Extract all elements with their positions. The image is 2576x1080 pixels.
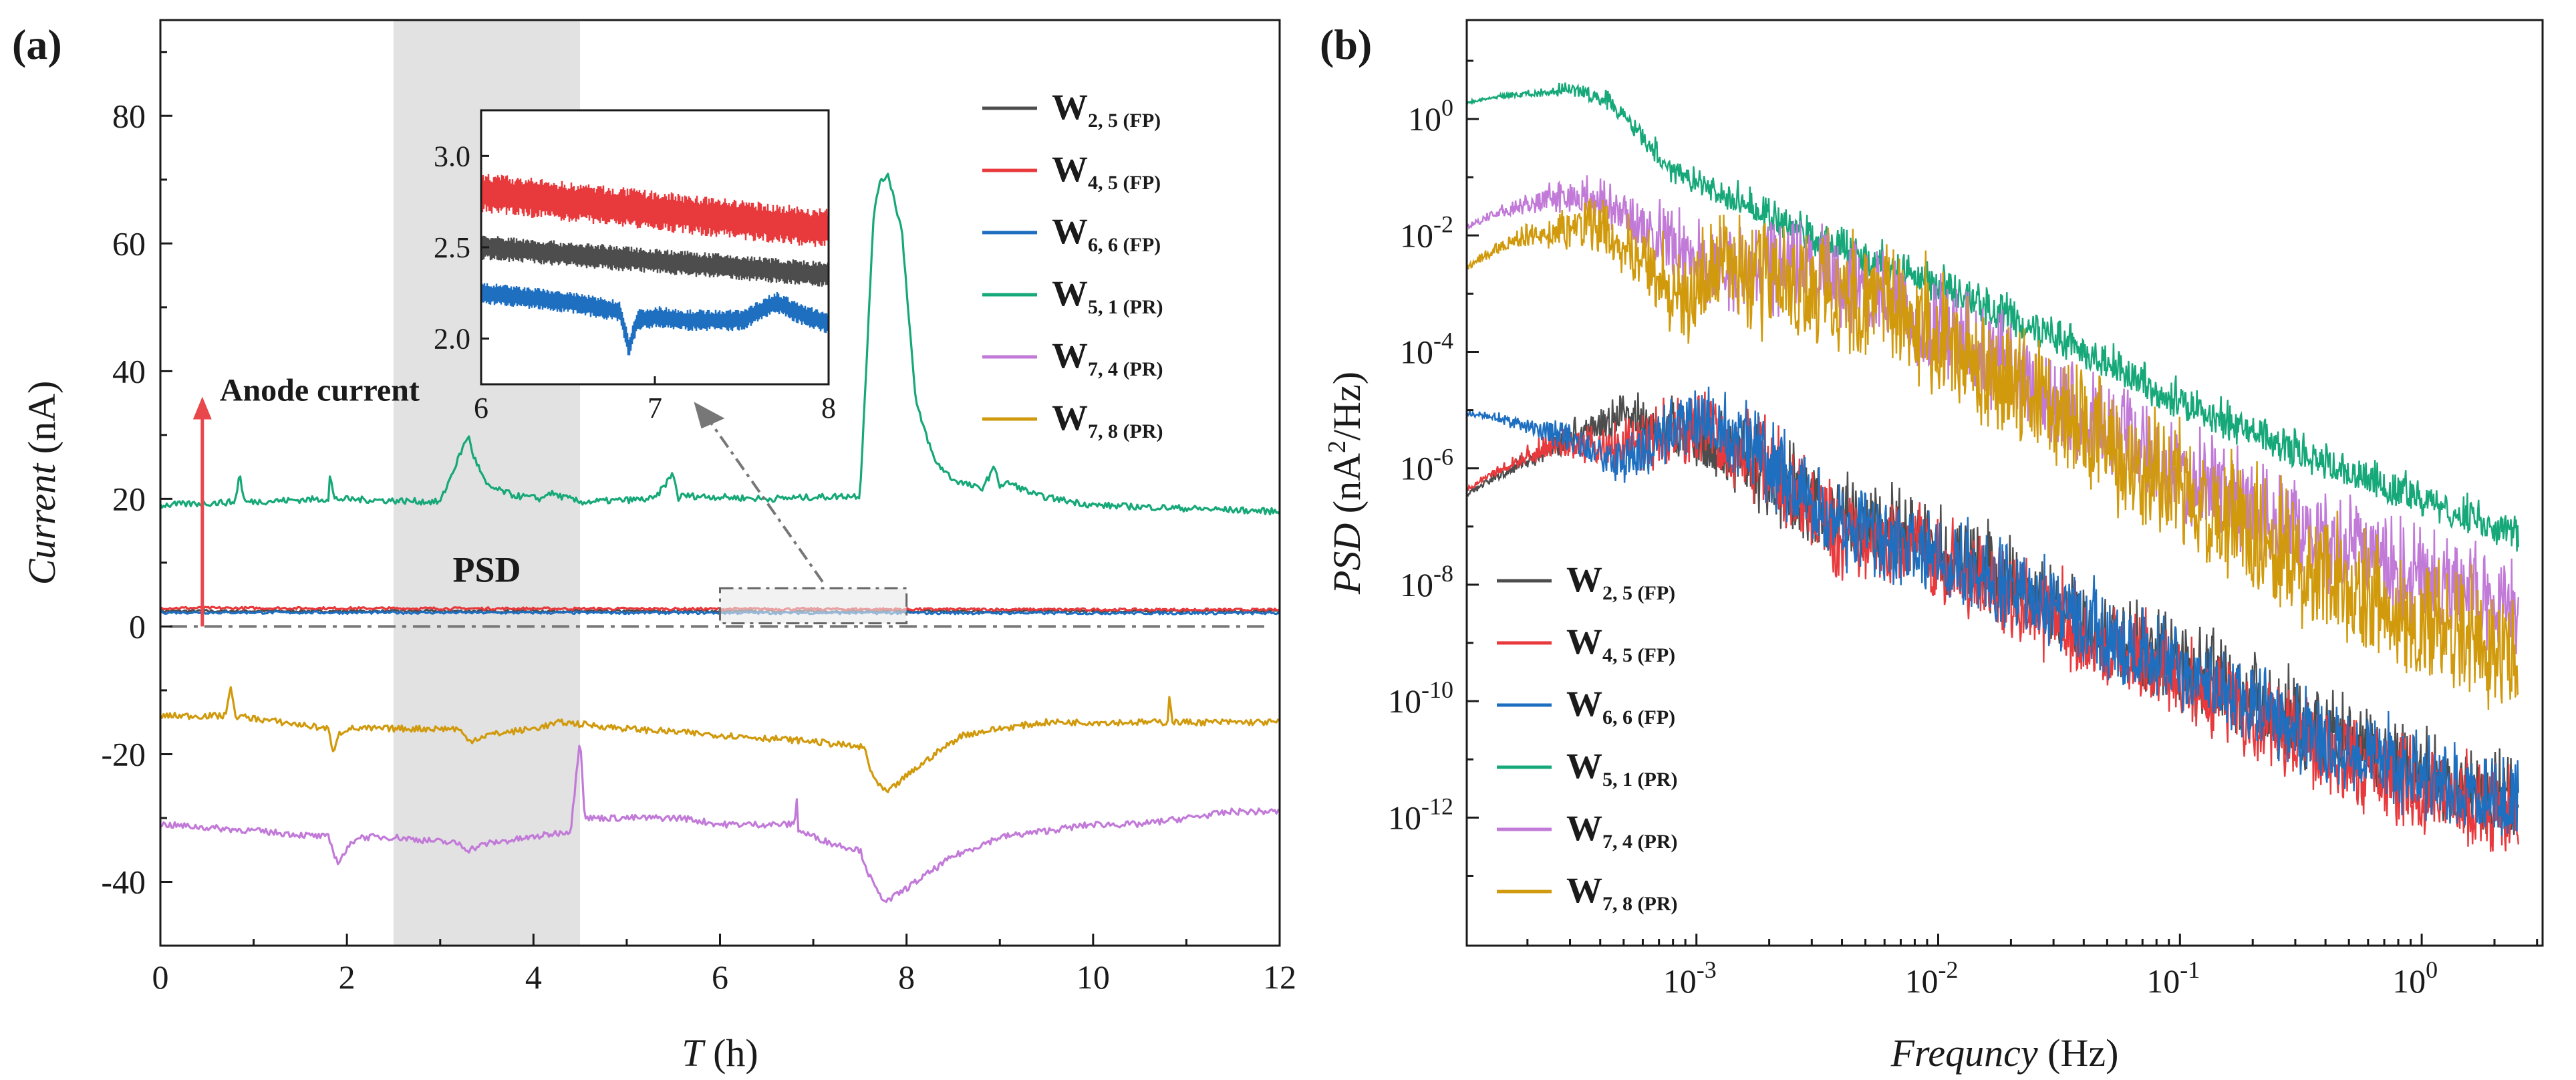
b-legend-label-W51: W5, 1 (PR) bbox=[1566, 746, 1677, 791]
inset-chart: 6 7 8 2.0 2.5 3.0 bbox=[434, 109, 836, 424]
b-legend-label-W74: W7, 4 (PR) bbox=[1566, 808, 1677, 853]
x-axis-title-a-italic: T bbox=[682, 1031, 706, 1075]
x-tick-label-a-0: 0 bbox=[152, 958, 169, 996]
y-tick-label-b-6: 10-12 bbox=[1388, 793, 1453, 836]
inset-y-tick-label-0: 2.0 bbox=[434, 323, 470, 356]
a-legend-label-W45: W4, 5 (FP) bbox=[1052, 149, 1161, 194]
zoom-box bbox=[719, 587, 908, 625]
a-legend-item-W74: W7, 4 (PR) bbox=[982, 335, 1163, 380]
a-legend-label-W74: W7, 4 (PR) bbox=[1052, 335, 1163, 380]
b-legend-item-W66: W6, 6 (FP) bbox=[1497, 684, 1675, 728]
series-b-W78 bbox=[1465, 198, 2519, 710]
x-axis-title-b: Frequncy (Hz) bbox=[1890, 1031, 2119, 1075]
inset-series-W45 bbox=[480, 174, 830, 247]
anode-current-label: Anode current bbox=[220, 373, 420, 408]
inset-x-tick-label-0: 6 bbox=[474, 392, 488, 424]
x-tick-label-a-3: 6 bbox=[712, 958, 728, 996]
y-tick-label-a-1: -20 bbox=[101, 735, 146, 773]
y-tick-label-a-3: 20 bbox=[112, 480, 146, 517]
inset-x-tick-label-1: 7 bbox=[648, 392, 662, 424]
x-tick-label-b-1: 10-2 bbox=[1905, 956, 1959, 1000]
x-tick-label-b-0: 10-3 bbox=[1663, 956, 1717, 1000]
x-tick-label-a-1: 2 bbox=[339, 958, 355, 996]
y-axis-title-a-italic: Current bbox=[20, 462, 63, 585]
b-legend-label-W78: W7, 8 (PR) bbox=[1566, 870, 1677, 915]
y-axis-title-a-unit: (nA) bbox=[20, 381, 63, 464]
panel-b-frame bbox=[1465, 19, 2544, 947]
b-legend-item-W45: W4, 5 (FP) bbox=[1497, 622, 1675, 666]
a-legend-label-W25: W2, 5 (FP) bbox=[1052, 87, 1161, 132]
y-tick-label-a-0: -40 bbox=[101, 863, 146, 900]
x-tick-label-a-6: 12 bbox=[1263, 958, 1296, 996]
a-legend-label-W78: W7, 8 (PR) bbox=[1052, 398, 1163, 442]
inset-series-W66 bbox=[480, 283, 830, 356]
panel-b-chart: 10-3 10-2 10-1 100 100 10-2 10-4 10-6 10-8 10-10 1… bbox=[1323, 19, 2544, 1075]
panel-a-chart: 0 2 4 6 8 10 12 -40 -20 0 20 40 60 80 PSD Anode curre… bbox=[20, 19, 1296, 1075]
panel-a-frame bbox=[159, 19, 1281, 947]
y-tick-label-a-2: 0 bbox=[129, 608, 146, 645]
x-axis-title-a-unit: (h) bbox=[704, 1031, 758, 1075]
x-axis-title-b-unit: (Hz) bbox=[2038, 1031, 2119, 1075]
x-tick-label-a-4: 8 bbox=[898, 958, 915, 996]
y-tick-label-b-0: 100 bbox=[1408, 94, 1453, 138]
b-legend-item-W25: W2, 5 (FP) bbox=[1497, 559, 1675, 604]
panel-b-label: (b) bbox=[1320, 21, 1372, 68]
series-a-W51 bbox=[159, 172, 1281, 516]
a-legend-label-W66: W6, 6 (FP) bbox=[1052, 211, 1161, 256]
a-legend-item-W78: W7, 8 (PR) bbox=[982, 398, 1163, 442]
zoom-arrow-head bbox=[694, 402, 725, 429]
y-tick-label-b-4: 10-8 bbox=[1400, 560, 1453, 603]
a-legend-label-W51: W5, 1 (PR) bbox=[1052, 273, 1163, 318]
series-b-W74 bbox=[1465, 175, 2519, 655]
anode-arrow-head bbox=[192, 396, 212, 420]
b-legend-item-W78: W7, 8 (PR) bbox=[1497, 870, 1677, 915]
a-legend-item-W66: W6, 6 (FP) bbox=[982, 211, 1161, 256]
inset-y-tick-label-1: 2.5 bbox=[434, 231, 470, 264]
y-tick-label-b-1: 10-2 bbox=[1400, 211, 1453, 254]
x-tick-label-a-5: 10 bbox=[1077, 958, 1110, 996]
b-legend-label-W66: W6, 6 (FP) bbox=[1566, 684, 1675, 728]
legend-a: W2, 5 (FP) W4, 5 (FP) W6, 6 (FP) W5, 1 (PR)… bbox=[982, 87, 1163, 442]
y-tick-label-a-6: 80 bbox=[112, 97, 146, 134]
y-axis-title-b: PSD (nA2/Hz) bbox=[1323, 372, 1369, 595]
a-legend-item-W25: W2, 5 (FP) bbox=[982, 87, 1161, 132]
y-tick-label-b-3: 10-6 bbox=[1400, 444, 1453, 487]
x-tick-label-b-2: 10-1 bbox=[2146, 956, 2200, 1000]
inset-series-W25 bbox=[480, 235, 830, 287]
y-axis-title-b-italic: PSD bbox=[1325, 523, 1369, 595]
y-tick-label-b-5: 10-10 bbox=[1388, 676, 1453, 720]
y-tick-label-b-2: 10-4 bbox=[1400, 327, 1453, 371]
b-legend-label-W45: W4, 5 (FP) bbox=[1566, 622, 1675, 666]
y-tick-label-a-4: 40 bbox=[112, 352, 146, 390]
a-legend-item-W51: W5, 1 (PR) bbox=[982, 273, 1163, 318]
x-tick-label-a-2: 4 bbox=[525, 958, 542, 996]
series-b-W66 bbox=[1466, 386, 2519, 837]
legend-b: W2, 5 (FP) W4, 5 (FP) W6, 6 (FP) W5, 1 (PR)… bbox=[1497, 559, 1677, 915]
x-axis-title-b-italic: Frequncy bbox=[1890, 1031, 2038, 1075]
y-axis-title-a: Current (nA) bbox=[20, 381, 63, 585]
inset-y-tick-label-2: 3.0 bbox=[434, 140, 470, 172]
series-a-W78 bbox=[159, 686, 1281, 793]
panel-a-label: (a) bbox=[12, 21, 62, 68]
b-legend-label-W25: W2, 5 (FP) bbox=[1566, 559, 1675, 604]
b-legend-item-W74: W7, 4 (PR) bbox=[1497, 808, 1677, 853]
b-legend-item-W51: W5, 1 (PR) bbox=[1497, 746, 1677, 791]
zoom-arrow bbox=[704, 415, 824, 583]
a-legend-item-W45: W4, 5 (FP) bbox=[982, 149, 1161, 194]
x-axis-title-a: T (h) bbox=[682, 1031, 758, 1075]
series-a-W74 bbox=[160, 745, 1281, 904]
inset-x-tick-label-2: 8 bbox=[821, 392, 836, 424]
x-tick-label-b-3: 100 bbox=[2392, 956, 2438, 1000]
anode-current-annotation: Anode current bbox=[192, 373, 420, 627]
series-b-W51 bbox=[1466, 82, 2519, 552]
psd-region-label: PSD bbox=[453, 550, 521, 590]
y-tick-label-a-5: 60 bbox=[112, 225, 146, 262]
